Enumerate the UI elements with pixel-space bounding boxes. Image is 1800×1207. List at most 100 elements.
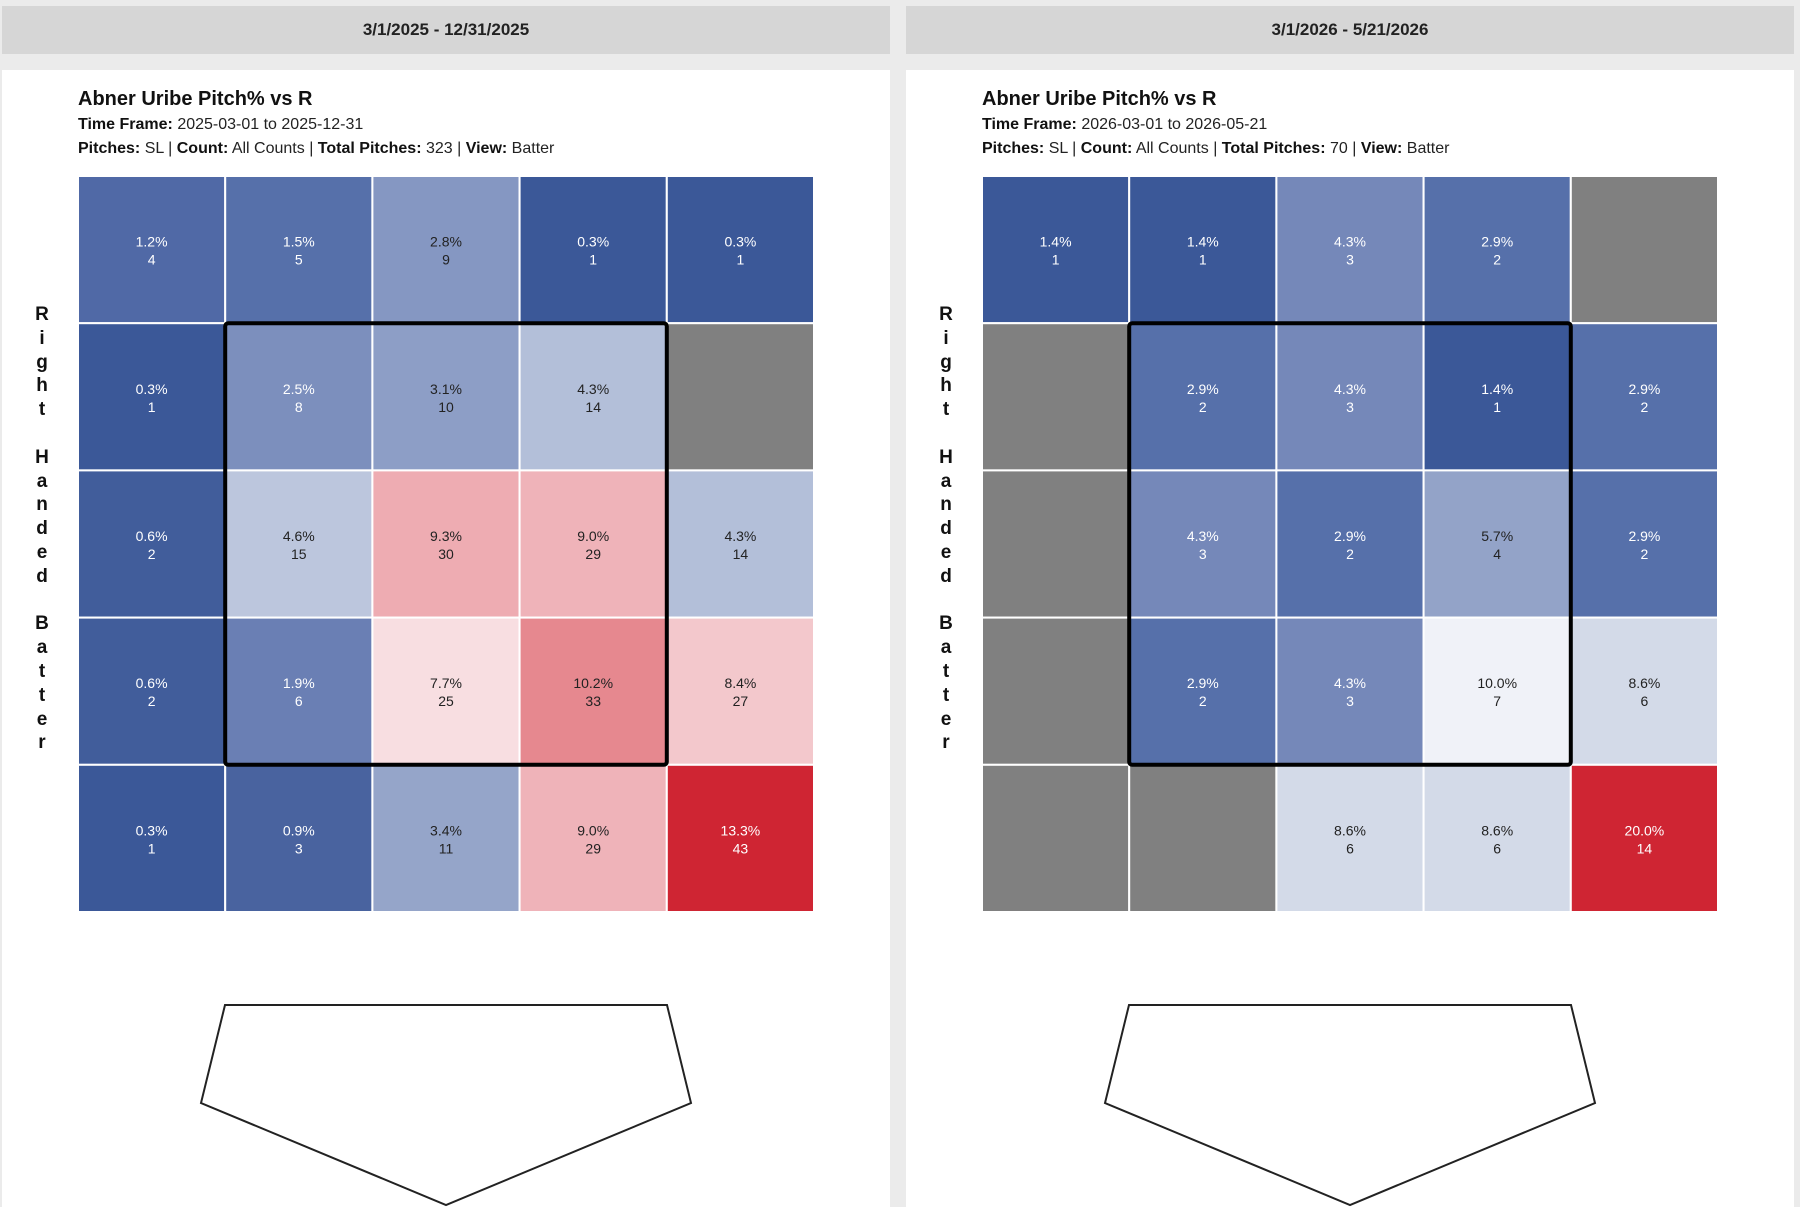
pitches-value: SL	[144, 140, 164, 157]
cell-percent: 0.9%	[283, 822, 315, 838]
side-label-char: B	[35, 613, 49, 635]
side-label-char: t	[942, 684, 950, 706]
cell-count: 30	[438, 546, 454, 562]
cell-count: 14	[1637, 840, 1653, 856]
zone-cell	[665, 763, 815, 913]
cell-count: 3	[295, 840, 303, 856]
cell-count: 43	[733, 840, 749, 856]
side-label-char: n	[36, 494, 48, 516]
cell-count: 6	[295, 693, 303, 709]
cell-percent: 0.3%	[136, 381, 168, 397]
left-panel: 3/1/2025 - 12/31/2025 Abner Uribe Pitch%…	[0, 0, 890, 1207]
cell-count: 29	[585, 840, 601, 856]
zone-cell	[371, 175, 521, 325]
filter-line: Pitches: SL | Count: All Counts | Total …	[78, 140, 555, 157]
side-label-char: t	[38, 660, 46, 682]
cell-count: 2	[1641, 399, 1649, 415]
zone-cell	[1275, 469, 1425, 619]
zone-cell	[1275, 616, 1425, 766]
cell-count: 27	[733, 693, 749, 709]
cell-percent: 1.5%	[283, 234, 315, 250]
side-label-char: a	[940, 637, 952, 659]
cell-percent: 4.3%	[1187, 528, 1219, 544]
cell-percent: 0.3%	[724, 234, 756, 250]
cell-count: 9	[442, 252, 450, 268]
date-range-header: 3/1/2025 - 12/31/2025	[2, 6, 890, 54]
side-label-char: e	[940, 708, 952, 730]
zone-cell	[518, 763, 668, 913]
cell-percent: 10.0%	[1477, 675, 1517, 691]
cell-percent: 5.7%	[1481, 528, 1513, 544]
side-label-char: R	[939, 304, 953, 325]
cell-count: 2	[148, 546, 156, 562]
cell-percent: 9.3%	[430, 528, 462, 544]
cell-count: 1	[1199, 252, 1207, 268]
chart-card: Abner Uribe Pitch% vs R Time Frame: 2025…	[2, 70, 890, 1207]
cell-count: 3	[1199, 546, 1207, 562]
cell-count: 3	[1346, 693, 1354, 709]
strike-zone-outline	[223, 321, 669, 767]
zone-cell	[1275, 175, 1425, 325]
side-label-char: h	[940, 375, 952, 397]
zone-cell	[1422, 175, 1572, 325]
view-label: View:	[1360, 140, 1403, 157]
side-label-char: t	[38, 399, 46, 421]
zone-cell	[518, 469, 668, 619]
zone-cell	[981, 469, 1131, 619]
zone-cell	[665, 616, 815, 766]
side-label-char: e	[36, 541, 48, 563]
zone-cell	[1128, 763, 1278, 913]
side-label-char: a	[940, 470, 952, 492]
zone-cell	[1569, 616, 1719, 766]
side-label-char: d	[36, 565, 48, 587]
zone-cell	[1422, 322, 1572, 472]
cell-percent: 1.4%	[1040, 234, 1072, 250]
cell-count: 1	[589, 252, 597, 268]
cell-count: 6	[1493, 840, 1501, 856]
cell-percent: 4.3%	[1334, 675, 1366, 691]
cell-percent: 8.4%	[724, 675, 756, 691]
zone-cell	[1422, 763, 1572, 913]
pitches-label: Pitches:	[78, 140, 141, 157]
date-range-header: 3/1/2026 - 5/21/2026	[906, 6, 1794, 54]
side-label-char: R	[35, 304, 49, 325]
total-pitches-label: Total Pitches:	[317, 140, 422, 157]
home-plate	[1103, 1004, 1597, 1207]
total-pitches-value: 70	[1329, 140, 1348, 157]
zone-cell	[981, 616, 1131, 766]
pitch-zone-heatmap: 1.4% 1 1.4% 1 4.3% 3 2.9% 2 2.9% 2 4.3% 3 1.4% 1 2.9% 2…	[981, 175, 1719, 1207]
zone-cell	[224, 763, 374, 913]
cell-count: 2	[1199, 693, 1207, 709]
cell-percent: 1.4%	[1187, 234, 1219, 250]
cell-count: 1	[1052, 252, 1060, 268]
cell-count: 15	[291, 546, 307, 562]
side-label-char: H	[939, 446, 953, 468]
cell-count: 6	[1346, 840, 1354, 856]
cell-count: 11	[439, 840, 454, 856]
cell-percent: 2.9%	[1187, 381, 1219, 397]
side-label-char: n	[940, 494, 952, 516]
count-label: Count:	[1080, 140, 1133, 157]
side-label-char: h	[36, 375, 48, 397]
side-label-char: d	[940, 565, 952, 587]
cell-count: 2	[1199, 399, 1207, 415]
cell-percent: 4.3%	[724, 528, 756, 544]
zone-cell	[518, 175, 668, 325]
zone-cell	[518, 322, 668, 472]
cell-count: 1	[737, 252, 745, 268]
side-label-char: a	[36, 637, 48, 659]
cell-count: 25	[438, 693, 454, 709]
count-value: All Counts	[1135, 140, 1209, 157]
cell-count: 8	[295, 399, 303, 415]
zone-cell	[1422, 616, 1572, 766]
side-label-char: r	[38, 732, 46, 754]
time-frame-label: Time Frame:	[78, 116, 173, 133]
zone-cell	[1569, 763, 1719, 913]
view-label: View:	[465, 140, 508, 157]
side-label-char: g	[36, 351, 48, 373]
cell-count: 14	[733, 546, 749, 562]
pitches-value: SL	[1048, 140, 1068, 157]
cell-count: 6	[1641, 693, 1649, 709]
zone-cell	[371, 763, 521, 913]
